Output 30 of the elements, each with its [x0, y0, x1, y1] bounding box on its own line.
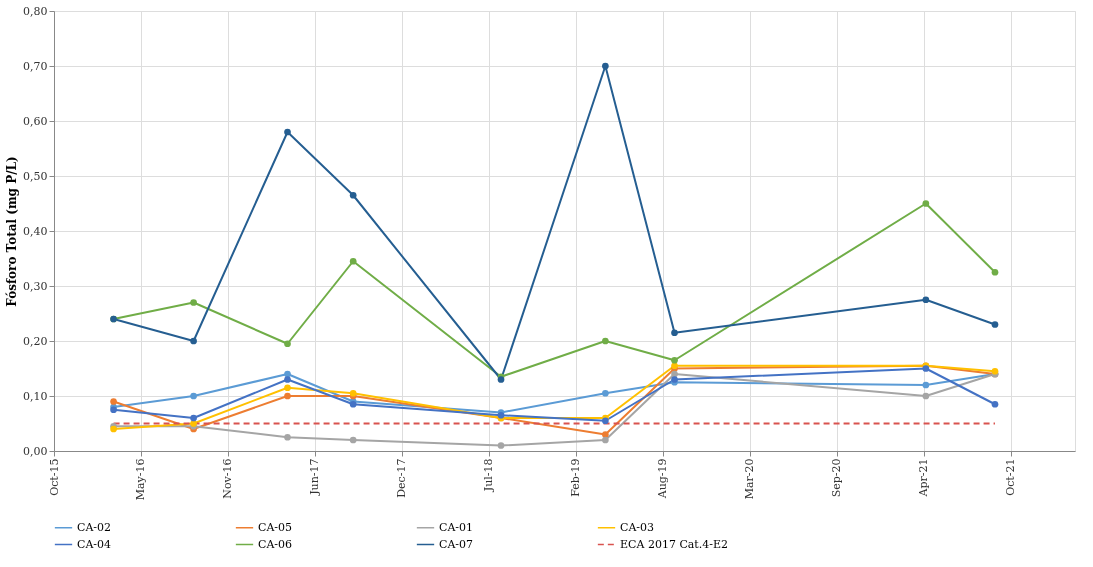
legend-label: CA-03 — [620, 520, 655, 534]
y-tick-label: 0,80 — [23, 4, 48, 18]
x-tick-label: Oct-15 — [47, 458, 61, 496]
legend-label: CA-04 — [77, 537, 112, 551]
legend-label: CA-07 — [439, 537, 474, 551]
y-tick-label: 0,30 — [23, 279, 48, 293]
legend-label: CA-06 — [258, 537, 293, 551]
y-tick-label: 0,20 — [23, 334, 48, 348]
x-tick-label: Jun-17 — [308, 458, 322, 496]
x-tick-label: Apr-21 — [917, 458, 931, 498]
y-tick-label: 0,50 — [23, 169, 48, 183]
x-tick-label: Jul-18 — [482, 458, 496, 493]
x-tick-label: Oct-21 — [1004, 458, 1018, 496]
y-tick-label: 0,00 — [23, 444, 48, 458]
x-tick-label: Dec-17 — [395, 458, 409, 498]
x-tick-label: Sep-20 — [830, 458, 844, 498]
y-tick-label: 0,40 — [23, 224, 48, 238]
legend-label: CA-01 — [439, 520, 474, 534]
x-tick-label: Nov-16 — [221, 458, 235, 499]
x-tick-label: May-16 — [134, 458, 148, 501]
x-tick-label: Mar-20 — [743, 458, 757, 500]
legend-label: ECA 2017 Cat.4-E2 — [620, 537, 729, 551]
legend-label: CA-02 — [77, 520, 112, 534]
x-tick-label: Feb-19 — [569, 458, 583, 497]
y-tick-label: 0,10 — [23, 389, 48, 403]
x-tick-label: Aug-19 — [656, 458, 670, 500]
legend-label: CA-05 — [258, 520, 293, 534]
y-axis-title: Fósforo Total (mg P/L) — [5, 156, 20, 307]
y-tick-label: 0,70 — [23, 59, 48, 73]
y-tick-label: 0,60 — [23, 114, 48, 128]
